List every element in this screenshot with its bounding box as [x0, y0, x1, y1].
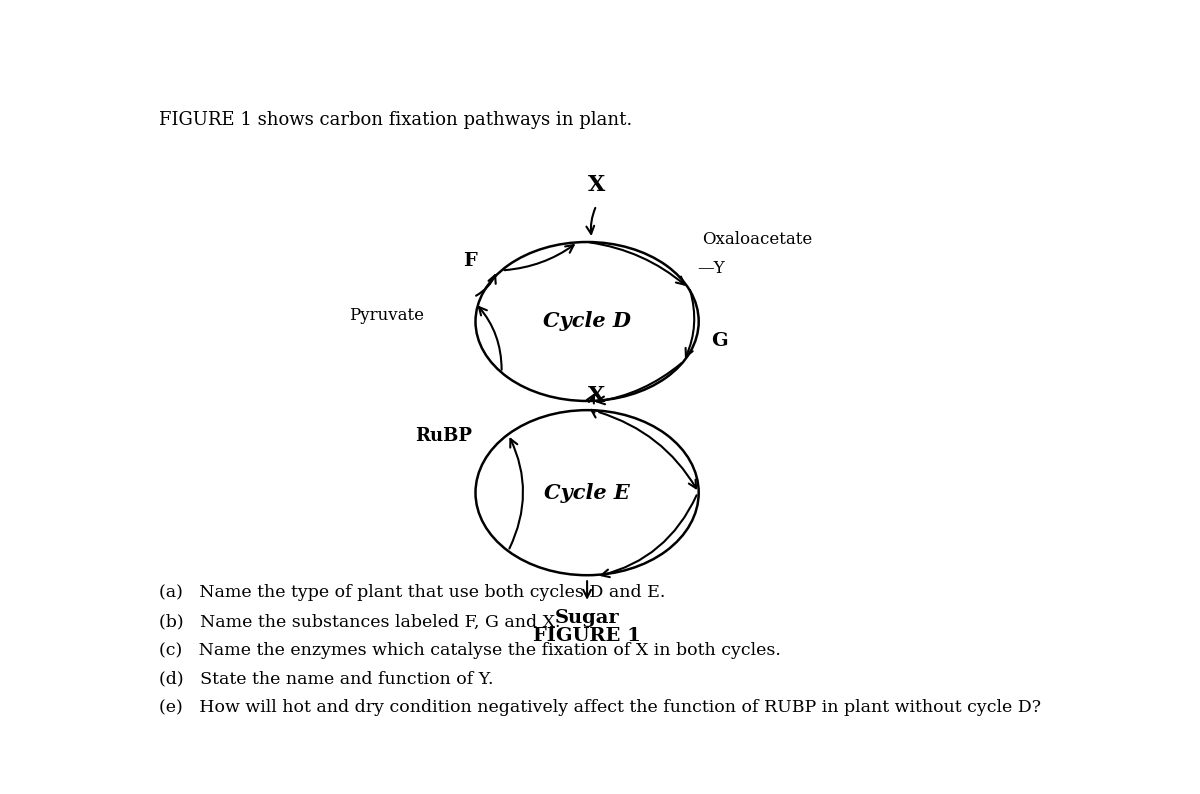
- Text: RuBP: RuBP: [415, 427, 472, 445]
- Text: Cycle D: Cycle D: [544, 311, 631, 331]
- Text: Oxaloacetate: Oxaloacetate: [702, 231, 812, 249]
- Text: —Y: —Y: [697, 260, 725, 277]
- Text: FIGURE 1: FIGURE 1: [533, 627, 641, 646]
- Text: (a)   Name the type of plant that use both cycles D and E.: (a) Name the type of plant that use both…: [160, 584, 666, 601]
- Text: X: X: [588, 174, 605, 196]
- Text: X: X: [588, 385, 605, 407]
- Text: G: G: [710, 333, 727, 350]
- Text: (e)   How will hot and dry condition negatively affect the function of RUBP in p: (e) How will hot and dry condition negat…: [160, 700, 1042, 716]
- Text: Cycle E: Cycle E: [545, 483, 630, 503]
- Text: (c)   Name the enzymes which catalyse the fixation of X in both cycles.: (c) Name the enzymes which catalyse the …: [160, 642, 781, 659]
- Text: (d)   State the name and function of Y.: (d) State the name and function of Y.: [160, 671, 494, 688]
- Text: Pyruvate: Pyruvate: [349, 306, 425, 324]
- Text: Sugar: Sugar: [554, 609, 619, 626]
- Text: F: F: [463, 252, 476, 269]
- Text: FIGURE 1 shows carbon fixation pathways in plant.: FIGURE 1 shows carbon fixation pathways …: [160, 110, 632, 129]
- Text: (b)   Name the substances labeled F, G and X.: (b) Name the substances labeled F, G and…: [160, 613, 560, 630]
